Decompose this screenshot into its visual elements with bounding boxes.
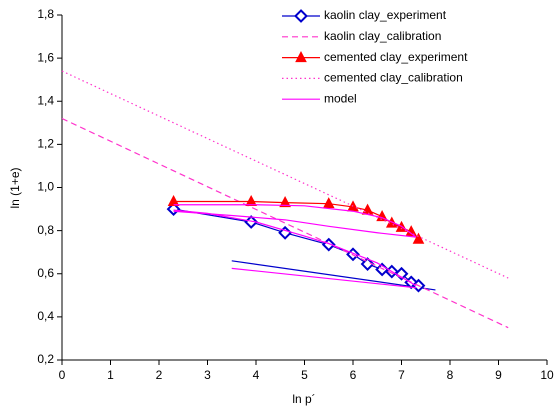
legend-label: kaolin clay_experiment	[324, 8, 447, 22]
marker	[167, 194, 180, 207]
unloading-line	[231, 260, 436, 291]
x-tick-label: 7	[398, 368, 405, 382]
x-tick-label: 6	[350, 368, 357, 382]
y-tick-label: 0,8	[37, 223, 54, 237]
series-line	[173, 210, 417, 238]
legend-marker	[295, 51, 307, 63]
x-tick-label: 9	[495, 368, 502, 382]
y-axis-label: ln (1+e)	[8, 167, 22, 208]
x-tick-label: 0	[59, 368, 66, 382]
series-line	[61, 117, 509, 329]
series-line	[61, 70, 509, 279]
x-tick-label: 2	[156, 368, 163, 382]
marker	[360, 257, 375, 271]
marker	[245, 194, 257, 207]
x-tick-label: 5	[301, 368, 308, 382]
y-tick-label: 1,2	[37, 137, 54, 151]
y-tick-label: 1,8	[37, 7, 54, 21]
legend-label: cemented clay_experiment	[324, 50, 468, 64]
series-line	[173, 209, 417, 287]
x-tick-label: 4	[253, 368, 260, 382]
legend-label: model	[324, 91, 357, 105]
x-tick-label: 10	[540, 368, 554, 382]
legend-label: kaolin clay_calibration	[324, 29, 441, 43]
x-axis-label: ln p´	[292, 392, 315, 406]
marker	[412, 232, 425, 244]
legend-marker	[294, 9, 308, 23]
y-tick-label: 0,2	[37, 352, 54, 366]
legend-label: cemented clay_calibration	[324, 71, 463, 85]
series-line	[173, 204, 417, 238]
x-tick-label: 8	[447, 368, 454, 382]
marker	[322, 197, 335, 209]
y-tick-label: 1,0	[37, 180, 54, 194]
series-line	[231, 267, 417, 289]
y-tick-label: 0,4	[37, 309, 54, 323]
x-tick-label: 3	[204, 368, 211, 382]
marker	[279, 196, 291, 208]
y-tick-label: 1,6	[37, 50, 54, 64]
y-tick-label: 1,4	[37, 93, 54, 107]
y-tick-label: 0,6	[37, 266, 54, 280]
x-tick-label: 1	[107, 368, 114, 382]
